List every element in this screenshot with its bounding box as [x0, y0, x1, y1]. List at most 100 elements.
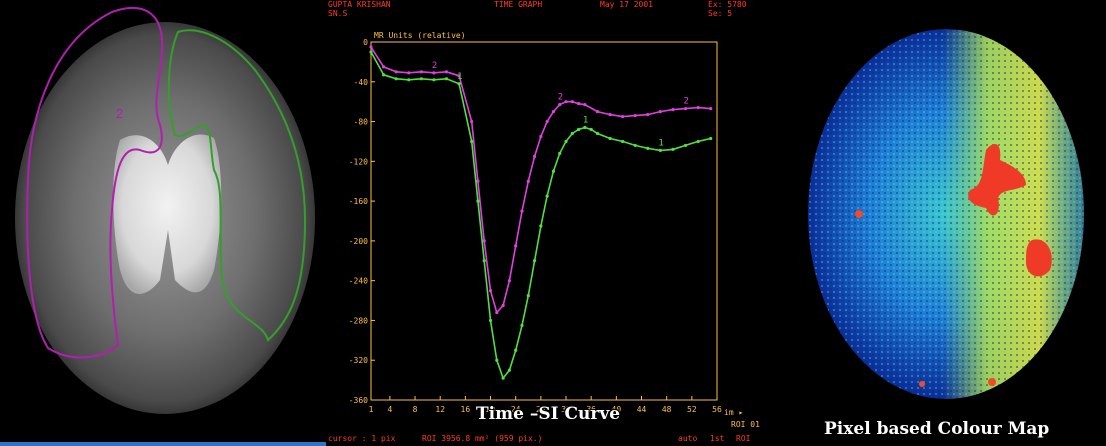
x-tick-label: 52 [687, 405, 697, 414]
series-1-point [381, 73, 386, 77]
series-2-point [671, 108, 675, 112]
time-si-chart: MR Units (relative) 0 -40 -80 -120 -160 -200 -… [349, 31, 760, 429]
footer-tag: ROI [736, 434, 751, 443]
series-2-point [444, 70, 449, 74]
series-2-point [514, 244, 518, 248]
series-2-point [432, 71, 436, 75]
x-tick-label: 28 [536, 405, 546, 414]
x-tick-label: 36 [586, 405, 596, 414]
y-tick-label: -240 [349, 277, 368, 286]
header-series: Se: 5 [708, 9, 733, 18]
roi-outline-1 [167, 29, 307, 342]
series-line-2 [370, 46, 711, 315]
x-tick-label: 32 [561, 405, 571, 414]
series-2-point [646, 112, 650, 117]
y-tick-label: 0 [363, 38, 368, 47]
series-2-point [633, 113, 637, 118]
map-hotspot-upper [968, 144, 1026, 216]
series-1-point [646, 146, 650, 151]
series-2-point [495, 310, 499, 315]
mri-image-panel: 2 [0, 0, 326, 446]
x-tick-label: 4 [387, 405, 392, 414]
series-1-point [696, 139, 700, 144]
series-1-point [514, 348, 518, 352]
series-1-point [683, 143, 688, 148]
series-1-point [419, 77, 423, 81]
roi-outline-2 [26, 6, 164, 359]
series-2-point [621, 114, 625, 119]
series-1-point [633, 143, 637, 148]
series-2-point [381, 65, 386, 69]
x-tick-label: 1 [369, 405, 374, 414]
series-1-point [394, 77, 398, 81]
series-1-point [532, 259, 537, 263]
series-1-point [470, 139, 474, 144]
series-2-point [658, 110, 662, 114]
series-1-label: 1 [457, 72, 462, 82]
colour-map-panel: Pixel based Colour Map [764, 0, 1106, 446]
x-tick-label: 48 [662, 405, 672, 414]
series-1-point [545, 194, 549, 198]
series-2-point [501, 303, 505, 308]
series-1-point [520, 323, 524, 328]
series-1-point [507, 368, 511, 372]
x-tick-label: 16 [461, 405, 471, 414]
y-tick-label: -200 [349, 237, 368, 246]
header-patient: GUPTA KRISHAN [328, 0, 391, 9]
series-1-point [495, 358, 499, 362]
series-1-point [558, 151, 562, 155]
series-1-point [488, 318, 493, 323]
map-speckle [808, 29, 1084, 399]
series-2-point [539, 134, 543, 139]
series-2-label: 2 [558, 93, 563, 103]
footer-auto: auto [678, 434, 698, 443]
series-2-point [683, 107, 688, 111]
series-1-point [476, 199, 480, 203]
series-2-point [558, 103, 562, 107]
series-1-point [671, 147, 675, 151]
ventricle-region [113, 134, 222, 294]
header-exam: Ex: 5780 [708, 0, 747, 9]
series-2-label: 2 [684, 97, 689, 107]
colour-map-image [764, 0, 1106, 446]
roi-label-2: 2 [116, 106, 123, 121]
header-mode: TIME GRAPH [494, 0, 543, 9]
series-1-label: 1 [658, 138, 663, 148]
map-dot-3 [919, 381, 925, 387]
series-1-point [526, 293, 530, 298]
map-dot-2 [988, 378, 996, 386]
series-1-point [589, 127, 593, 132]
series-1-point [564, 139, 568, 144]
series-2-point [369, 45, 373, 49]
series-1-point [570, 131, 574, 136]
series-1-label: 1 [583, 116, 588, 126]
x-tick-label: 24 [511, 405, 521, 414]
series-1-point [501, 376, 505, 380]
series-2-point [545, 119, 549, 124]
map-hotspot-lower [1026, 239, 1052, 277]
series-2-point [709, 107, 713, 111]
y-tick-label: -360 [349, 396, 368, 405]
series-1-point [658, 148, 662, 152]
header-series-code: SN.S [328, 9, 348, 18]
series-2-point [488, 289, 493, 293]
series-2-point [583, 103, 587, 107]
y-axis-ticks: 0 -40 -80 -120 -160 -200 -240 -280 -320 -360 [349, 38, 375, 405]
series-1-point [539, 224, 543, 228]
graph-caption: Time –SI Curve [476, 404, 621, 424]
series-2-point [394, 70, 398, 74]
series-2-point [595, 110, 600, 114]
series-2-point [570, 100, 574, 104]
footer-range: 1st [710, 434, 725, 443]
series-1-point [432, 78, 436, 82]
series-1-point [595, 131, 600, 136]
x-tick-label: 56 [712, 405, 722, 414]
roi-box-label: ROI 01 [731, 420, 760, 429]
header-date: May 17 2001 [600, 0, 653, 9]
x-tick-label: 8 [413, 405, 418, 414]
y-tick-label: -80 [354, 118, 369, 127]
map-dot-1 [855, 210, 863, 218]
mri-image: 2 [0, 0, 326, 446]
series-1-point [482, 259, 486, 263]
series-1-point [608, 136, 612, 141]
